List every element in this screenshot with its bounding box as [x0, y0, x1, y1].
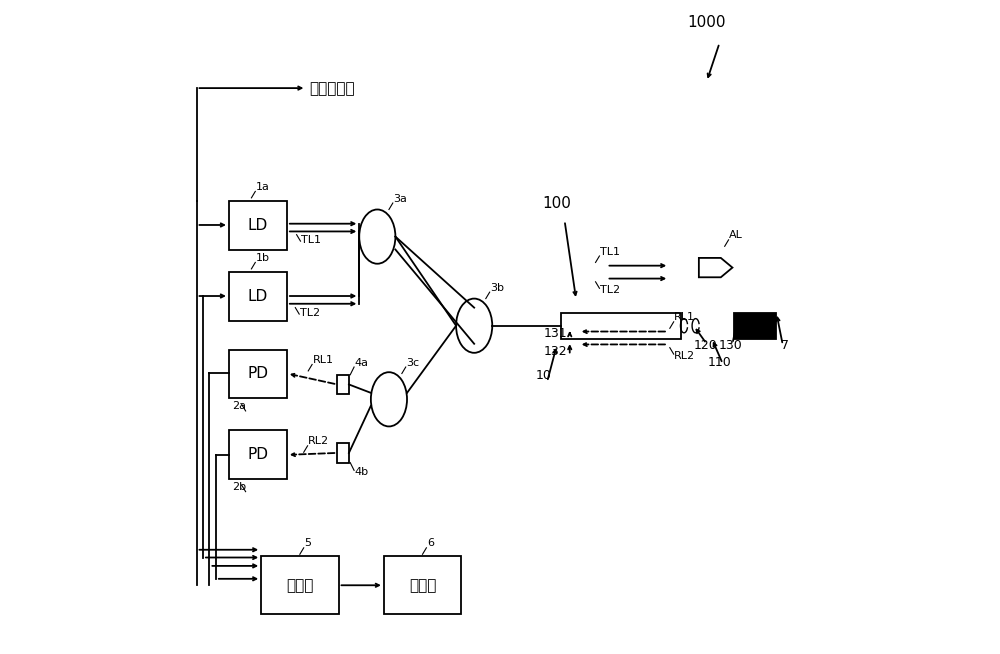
Bar — [561, 313, 681, 339]
Text: RL2: RL2 — [308, 436, 329, 447]
Text: 1000: 1000 — [687, 15, 726, 30]
Bar — [229, 272, 287, 320]
Text: 控制部: 控制部 — [286, 577, 314, 593]
Bar — [734, 313, 776, 339]
Text: TL1: TL1 — [301, 235, 321, 245]
Text: 6: 6 — [427, 538, 434, 549]
Bar — [337, 375, 349, 394]
Ellipse shape — [371, 372, 407, 426]
Text: 4a: 4a — [355, 358, 369, 368]
Text: 110: 110 — [708, 356, 732, 369]
Text: PD: PD — [247, 366, 268, 381]
Text: 10: 10 — [536, 369, 551, 382]
Text: 3c: 3c — [406, 358, 420, 368]
Text: TL2: TL2 — [300, 308, 320, 318]
Bar — [229, 350, 287, 398]
Text: 100: 100 — [542, 196, 571, 211]
Ellipse shape — [456, 299, 492, 353]
Text: TL1: TL1 — [600, 247, 620, 256]
Text: RL2: RL2 — [674, 351, 695, 360]
Bar — [337, 443, 349, 462]
Text: 120: 120 — [694, 339, 717, 352]
Text: LD: LD — [248, 218, 268, 233]
Text: 至激光光源: 至激光光源 — [310, 82, 355, 97]
Text: RL1: RL1 — [674, 313, 695, 322]
Text: 3a: 3a — [393, 194, 407, 203]
Text: TL2: TL2 — [600, 284, 620, 295]
Text: 2a: 2a — [232, 401, 246, 411]
Bar — [229, 201, 287, 250]
Text: 3b: 3b — [490, 283, 504, 293]
Text: 1a: 1a — [256, 182, 270, 192]
Text: 130: 130 — [718, 339, 742, 352]
Text: 4b: 4b — [355, 467, 369, 477]
Text: PD: PD — [247, 447, 268, 462]
Text: 1b: 1b — [256, 253, 270, 263]
Text: 显示部: 显示部 — [409, 577, 436, 593]
Text: AL: AL — [729, 230, 743, 241]
Bar — [229, 430, 287, 479]
Bar — [384, 556, 461, 614]
Text: 2b: 2b — [232, 481, 246, 492]
Ellipse shape — [359, 209, 395, 264]
Text: 132: 132 — [544, 345, 568, 358]
Text: RL1: RL1 — [313, 355, 334, 365]
Text: 5: 5 — [304, 538, 311, 549]
Bar — [261, 556, 339, 614]
Text: 131: 131 — [544, 327, 568, 340]
Text: LD: LD — [248, 289, 268, 304]
Text: 7: 7 — [781, 339, 789, 352]
FancyArrow shape — [699, 258, 732, 277]
